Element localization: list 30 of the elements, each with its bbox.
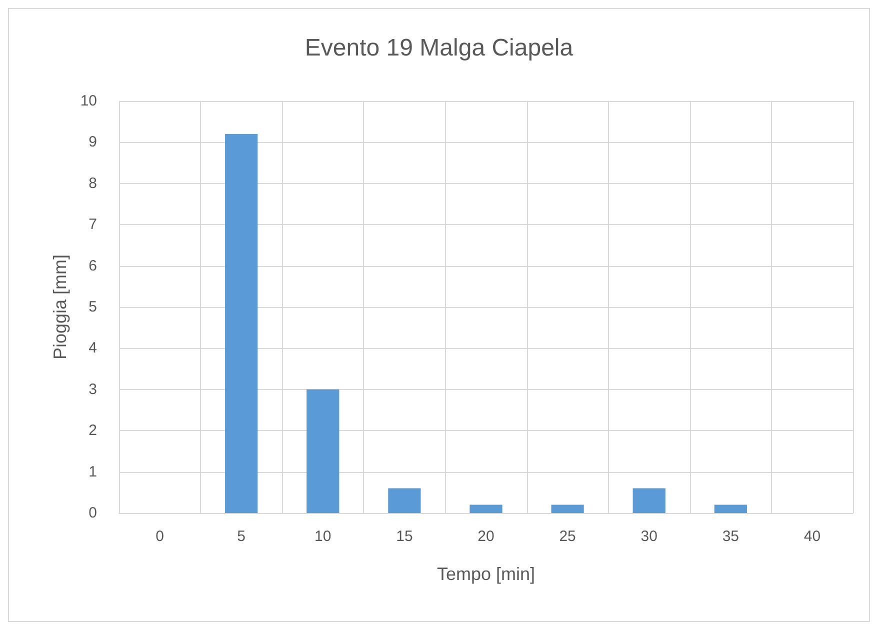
- y-tick-label: 8: [88, 174, 97, 192]
- bar: [306, 389, 340, 513]
- bar: [632, 488, 666, 513]
- x-tick-label: 25: [559, 528, 576, 545]
- y-axis-title: Pioggia [mm]: [50, 254, 70, 360]
- y-tick-label: 9: [88, 134, 97, 151]
- x-tick-label: 20: [478, 528, 494, 545]
- x-tick-label: 10: [314, 528, 332, 545]
- y-tick-label: 7: [88, 216, 97, 234]
- bar: [388, 488, 421, 513]
- x-tick-label: 0: [156, 528, 164, 545]
- y-tick-label: 0: [88, 504, 97, 522]
- x-tick-label: 35: [722, 528, 740, 545]
- x-tick-label: 40: [804, 528, 821, 545]
- chart-title: Evento 19 Malga Ciapela: [304, 34, 574, 62]
- y-tick-label: 5: [88, 298, 97, 316]
- bar: [714, 504, 747, 513]
- bar: [470, 504, 502, 513]
- y-tick-label: 10: [80, 92, 97, 110]
- y-tick-label: 3: [88, 380, 97, 398]
- x-tick-label: 15: [396, 528, 413, 545]
- y-tick-label: 1: [88, 463, 97, 480]
- y-tick-label: 4: [88, 340, 97, 357]
- x-tick-label: 5: [237, 528, 246, 545]
- y-tick-label: 2: [88, 422, 97, 440]
- y-tick-label: 6: [88, 257, 97, 274]
- x-axis-title: Tempo [min]: [436, 564, 536, 584]
- x-tick-label: 30: [640, 528, 658, 545]
- bar: [551, 504, 584, 513]
- bar: [225, 134, 258, 513]
